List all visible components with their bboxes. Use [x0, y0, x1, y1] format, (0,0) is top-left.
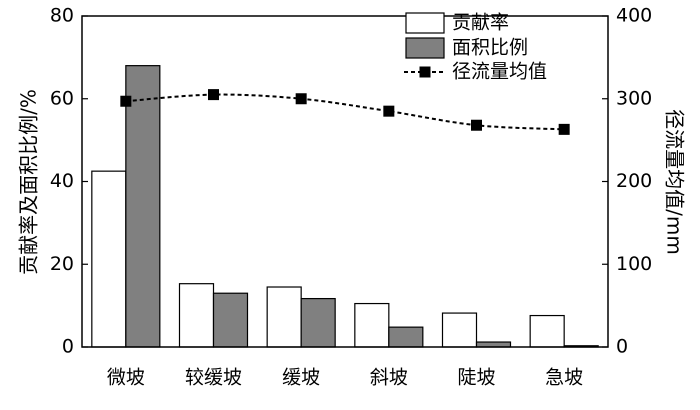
bar-area-1	[212, 292, 249, 348]
bar-area-2	[300, 297, 336, 348]
runoff-point-0	[120, 95, 132, 107]
legend-label-contribution: 贡献率	[452, 12, 509, 34]
y-tick-label-2: 40	[50, 170, 74, 192]
x-tick-label-3: 斜坡	[370, 367, 408, 389]
runoff-point-2	[295, 93, 307, 105]
ticks-layer: 0 20 40 60 80 0 100 200 300 400	[50, 5, 652, 358]
y2-tick-label-2: 200	[616, 170, 652, 192]
y-tick-label-3: 60	[50, 87, 74, 109]
x-tick-label-2: 缓坡	[282, 367, 320, 389]
y2-axis-title: 径流量均值/mm	[663, 109, 687, 255]
y2-tick-label-0: 0	[616, 336, 628, 358]
bar-contribution-1	[178, 283, 215, 348]
y-tick-label-0: 0	[62, 336, 74, 358]
bar-contribution-5	[529, 314, 565, 348]
bar-contribution-4	[441, 312, 478, 348]
bar-area-3	[388, 326, 424, 348]
bar-area-0	[125, 65, 161, 348]
labels-layer: 微坡 较缓坡 缓坡 斜坡 陡坡 急坡	[107, 367, 583, 389]
runoff-point-1	[208, 89, 219, 101]
bars-layer	[91, 65, 599, 348]
legend-swatch-contribution	[405, 12, 445, 34]
x-tick-label-5: 急坡	[545, 367, 583, 389]
legend-label-area: 面积比例	[452, 37, 528, 59]
line-layer	[120, 89, 570, 135]
runoff-point-5	[558, 123, 570, 135]
runoff-line	[125, 93, 565, 131]
bar-contribution-3	[354, 302, 390, 348]
legend-swatch-area	[405, 37, 445, 59]
bar-contribution-0	[91, 170, 127, 348]
y-tick-label-4: 80	[50, 5, 74, 27]
y2-tick-label-4: 400	[616, 5, 652, 27]
runoff-point-3	[383, 105, 395, 117]
bar-contribution-2	[266, 286, 302, 348]
y2-tick-label-3: 300	[616, 87, 652, 109]
x-tick-label-1: 较缓坡	[185, 367, 242, 389]
y-axis-title: 贡献率及面积比例/%	[17, 89, 41, 275]
x-tick-label-4: 陡坡	[457, 367, 495, 389]
legend-label-runoff: 径流量均值	[452, 61, 547, 83]
runoff-point-4	[471, 119, 482, 131]
y-tick-label-1: 20	[50, 253, 74, 275]
legend: 贡献率 面积比例 径流量均值	[404, 12, 547, 83]
legend-marker-runoff	[419, 66, 431, 78]
x-tick-label-0: 微坡	[107, 367, 145, 389]
y2-tick-label-1: 100	[616, 253, 652, 275]
